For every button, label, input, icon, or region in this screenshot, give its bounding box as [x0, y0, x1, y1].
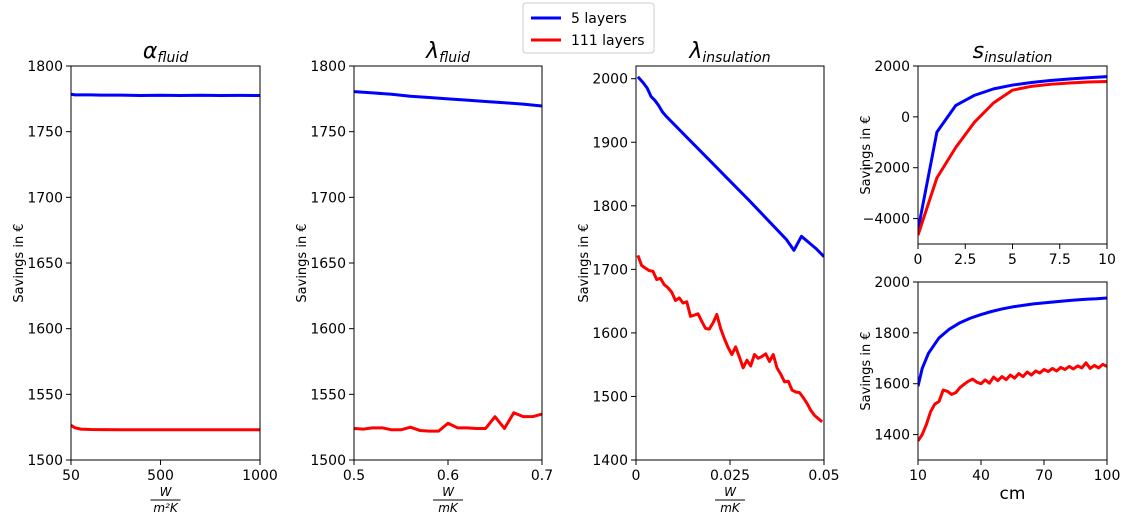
series-line-5-layers	[71, 92, 260, 98]
title-symbol: λ	[425, 39, 439, 64]
y-tick-label: 1400	[592, 453, 628, 469]
axes-frame	[635, 65, 825, 461]
y-axis-label: Savings in €	[577, 223, 592, 302]
series-line-5-layers	[636, 75, 824, 258]
y-tick-label: 1800	[27, 59, 63, 75]
y-tick-label: 1400	[874, 428, 910, 444]
subplot-alpha: 50 500 1000 1500 1550 1600 1650 1700 1750 1800 Sav…	[12, 39, 278, 514]
y-axis-label: Savings in €	[859, 115, 874, 194]
y-tick-label: 1600	[27, 322, 63, 338]
x-tick-label: 70	[1035, 468, 1053, 484]
x-tick-label: 40	[972, 468, 990, 484]
x-axis-label: cm	[1000, 484, 1026, 504]
subplot-s_insulation_bottom: 10 40 70 100 1400 1600 1800 2000 Savings in € cm	[859, 275, 1120, 504]
y-tick-label: 1600	[310, 322, 346, 338]
y-tick-label: −4000	[863, 212, 910, 228]
y-axis-label: Savings in €	[295, 223, 310, 302]
series-line-111-layers	[918, 361, 1107, 442]
y-tick-label: 1600	[592, 326, 628, 342]
y-axis-label: Savings in €	[12, 223, 27, 302]
axes-frame	[917, 65, 1108, 245]
y-tick-label: 1550	[310, 387, 346, 403]
series-line-111-layers	[918, 80, 1107, 236]
y-tick-label: 1650	[27, 256, 63, 272]
x-tick-label: 100	[1094, 468, 1121, 484]
series-line-5-layers	[354, 90, 542, 108]
y-tick-label: 1600	[874, 377, 910, 393]
title-symbol: λ	[688, 39, 702, 64]
title-subscript: insulation	[984, 50, 1052, 66]
y-tick-label: 2000	[592, 72, 628, 88]
title-subscript: fluid	[439, 50, 470, 66]
x-label-numerator: W	[442, 485, 455, 499]
x-tick-label: 0	[914, 252, 923, 268]
y-tick-label: −2000	[863, 161, 910, 177]
x-label-denominator: mK	[720, 501, 741, 514]
series-line-111-layers	[354, 411, 542, 433]
series-line-111-layers	[71, 423, 260, 432]
y-tick-label: 1550	[27, 387, 63, 403]
y-tick-label: 1500	[310, 453, 346, 469]
x-label-numerator: W	[724, 485, 737, 499]
y-tick-label: 0	[901, 110, 910, 126]
y-tick-label: 1900	[592, 135, 628, 151]
subplot-s_insulation_top: 0 2.5 5 7.5 10 −4000 −2000 0 2000 Savings in € sin…	[859, 39, 1116, 268]
plots-layer: 50 500 10001500155016001650170017501800Sav…	[12, 39, 1120, 514]
subplot-title: λfluid	[425, 39, 470, 66]
y-tick-label: 1700	[27, 190, 63, 206]
title-symbol: s	[973, 39, 984, 64]
x-tick-label: 5	[1008, 252, 1017, 268]
subplot-lambda_insulation: 0 0.025 0.05 1400 1500 1600 1700 1800 1900 2000 Sa…	[577, 39, 840, 514]
y-tick-label: 2000	[874, 59, 910, 75]
series-line-5-layers	[918, 75, 1107, 231]
subplot-title: λinsulation	[688, 39, 770, 66]
axes-frame	[917, 281, 1108, 461]
title-subscript: insulation	[702, 50, 770, 66]
y-tick-label: 1800	[310, 59, 346, 75]
y-tick-label: 1650	[310, 256, 346, 272]
x-tick-label: 10	[909, 468, 927, 484]
legend-label-5-layers: 5 layers	[571, 11, 627, 27]
x-tick-label: 10	[1098, 252, 1116, 268]
x-tick-label: 0.05	[808, 468, 839, 484]
x-label-denominator: m²K	[153, 501, 179, 514]
y-axis-label: Savings in €	[859, 331, 874, 410]
x-tick-label: 500	[147, 468, 174, 484]
subplot-lambda_fluid: 0.5 0.6 0.7 1500 1550 1600 1650 1700 1750 1800 Sav…	[295, 39, 553, 514]
axes-frame	[353, 65, 543, 461]
x-tick-label: 1000	[242, 468, 278, 484]
y-tick-label: 1800	[874, 326, 910, 342]
axes-frame	[70, 65, 261, 461]
y-tick-label: 2000	[874, 275, 910, 291]
y-tick-label: 1800	[592, 199, 628, 215]
subplot-title: αfluid	[143, 39, 188, 66]
title-symbol: α	[143, 39, 158, 64]
y-tick-label: 1750	[27, 125, 63, 141]
y-tick-label: 1500	[27, 453, 63, 469]
series-line-5-layers	[918, 296, 1107, 387]
x-tick-label: 0.6	[437, 468, 459, 484]
x-tick-label: 0.5	[343, 468, 365, 484]
x-label-denominator: mK	[438, 501, 459, 514]
y-tick-label: 1700	[310, 190, 346, 206]
x-tick-label: 7.5	[1049, 252, 1071, 268]
legend: 5 layers 111 layers	[522, 2, 655, 54]
x-tick-label: 50	[62, 468, 80, 484]
x-tick-label: 2.5	[954, 252, 976, 268]
y-tick-label: 1700	[592, 262, 628, 278]
x-label-numerator: W	[160, 485, 173, 499]
y-tick-label: 1750	[310, 125, 346, 141]
series-line-111-layers	[636, 254, 824, 424]
x-tick-label: 0	[632, 468, 641, 484]
x-tick-label: 0.7	[531, 468, 553, 484]
x-tick-label: 0.025	[710, 468, 750, 484]
subplot-title: sinsulation	[973, 39, 1053, 66]
y-tick-label: 1500	[592, 389, 628, 405]
legend-label-111-layers: 111 layers	[571, 33, 645, 49]
title-subscript: fluid	[157, 50, 188, 66]
